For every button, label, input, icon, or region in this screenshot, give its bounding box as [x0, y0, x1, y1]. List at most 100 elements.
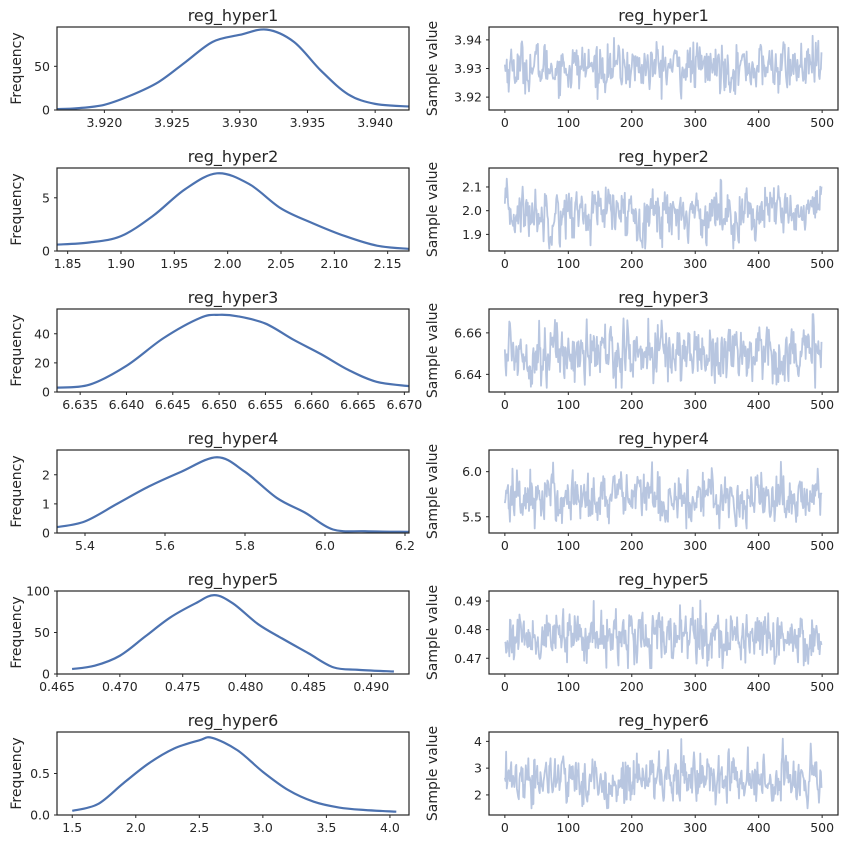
reg_hyper1-kde-panel-xtick-label: 3.925 — [154, 115, 190, 130]
reg_hyper6-trace-panel-frame — [488, 731, 839, 816]
reg_hyper1-trace-panel-trace-line — [503, 34, 823, 100]
reg_hyper3-kde-panel-ylabel: Frequency — [9, 314, 25, 386]
reg_hyper2-kde-panel-xtick-label: 2.10 — [320, 256, 348, 271]
reg_hyper2-trace-panel-xtick-label: 300 — [683, 256, 707, 271]
reg_hyper6-trace-panel-title: reg_hyper6 — [618, 711, 709, 731]
reg_hyper4-trace-panel-xtick-label: 400 — [747, 538, 771, 553]
reg_hyper5-trace-panel-ytick-label: 0.48 — [454, 622, 482, 637]
reg_hyper6-kde-panel-xtick-label: 3.5 — [316, 820, 336, 835]
reg_hyper1-trace-panel-ytick-label: 3.92 — [454, 90, 482, 105]
reg_hyper5-trace-panel-xtick-label: 100 — [556, 679, 580, 694]
reg_hyper6-kde-panel: reg_hyper6 Frequency 1.5 2.0 2.5 3.0 3.5 4.0 0.0… — [9, 711, 410, 835]
reg_hyper6-trace-panel-xtick-label: 300 — [683, 820, 707, 835]
reg_hyper2-trace-panel-xtick-label: 0 — [501, 256, 509, 271]
reg_hyper3-trace-panel-xtick-label: 200 — [620, 397, 644, 412]
reg_hyper4-trace-panel-xtick-label: 200 — [620, 538, 644, 553]
reg_hyper6-trace-panel-xtick-label: 0 — [501, 820, 509, 835]
reg_hyper4-kde-panel-ytick-label: 0 — [42, 526, 50, 541]
reg_hyper1-kde-panel-xtick-label: 3.930 — [222, 115, 258, 130]
reg_hyper2-trace-panel: reg_hyper2 Sample value 0 100 200 300 400 500 1.… — [425, 147, 839, 271]
reg_hyper6-trace-panel-xtick-label: 100 — [556, 820, 580, 835]
reg_hyper4-kde-panel-xtick-label: 6.0 — [315, 538, 335, 553]
reg_hyper3-trace-panel-ytick-label: 6.66 — [454, 325, 482, 340]
reg_hyper5-kde-panel-ytick-label: 100 — [26, 584, 50, 599]
reg_hyper1-trace-panel-xtick-label: 100 — [556, 115, 580, 130]
reg_hyper6-kde-panel-xtick-label: 2.0 — [126, 820, 146, 835]
reg_hyper3-trace-panel-trace-line — [503, 313, 823, 389]
reg_hyper5-trace-panel-xtick-label: 500 — [810, 679, 834, 694]
reg_hyper5-kde-panel-xtick-label: 0.480 — [228, 679, 264, 694]
reg_hyper6-trace-panel-xtick-label: 500 — [810, 820, 834, 835]
reg_hyper5-trace-panel-xtick-label: 400 — [747, 679, 771, 694]
reg_hyper1-kde-panel-kde-line — [57, 28, 409, 110]
reg_hyper2-kde-panel-xtick-label: 2.00 — [214, 256, 242, 271]
reg_hyper2-kde-panel-ytick-label: 0 — [42, 244, 50, 259]
reg_hyper6-trace-panel-ytick-label: 4 — [474, 734, 482, 749]
reg_hyper4-trace-panel-xtick-label: 0 — [501, 538, 509, 553]
reg_hyper5-kde-panel-xtick-label: 0.475 — [165, 679, 201, 694]
reg_hyper2-kde-panel-title: reg_hyper2 — [188, 147, 279, 167]
reg_hyper5-kde-panel-xtick-label: 0.465 — [39, 679, 75, 694]
reg_hyper2-kde-panel-xtick-label: 1.85 — [54, 256, 82, 271]
reg_hyper5-kde-panel-kde-line — [71, 594, 394, 673]
reg_hyper3-kde-panel-xtick-label: 6.635 — [62, 397, 98, 412]
reg_hyper2-kde-panel-frame — [56, 167, 410, 252]
reg_hyper2-trace-panel-ytick-label: 2.0 — [462, 203, 482, 218]
reg_hyper5-trace-panel-title: reg_hyper5 — [618, 570, 709, 590]
reg_hyper6-trace-panel-ytick-label: 3 — [474, 761, 482, 776]
reg_hyper2-trace-panel-ylabel: Sample value — [425, 162, 441, 257]
reg_hyper6-kde-panel-frame — [56, 731, 410, 816]
reg_hyper1-trace-panel-xtick-label: 0 — [501, 115, 509, 130]
reg_hyper3-kde-panel-ytick-label: 0 — [42, 385, 50, 400]
reg_hyper2-kde-panel-xtick-label: 2.15 — [374, 256, 402, 271]
reg_hyper5-trace-panel-xtick-label: 200 — [620, 679, 644, 694]
reg_hyper6-kde-panel-xtick-label: 2.5 — [189, 820, 209, 835]
reg_hyper4-kde-panel-xtick-label: 5.6 — [155, 538, 175, 553]
reg_hyper3-trace-panel-xtick-label: 0 — [501, 397, 509, 412]
reg_hyper3-trace-panel-frame — [488, 308, 839, 393]
reg_hyper6-kde-panel-xtick-label: 4.0 — [380, 820, 400, 835]
reg_hyper3-kde-panel: reg_hyper3 Frequency 6.635 6.640 6.645 6.650 6… — [9, 288, 422, 412]
reg_hyper2-kde-panel-ytick-label: 5 — [42, 190, 50, 205]
reg_hyper4-kde-panel-xtick-label: 5.4 — [75, 538, 95, 553]
reg_hyper3-trace-panel-ytick-label: 6.64 — [454, 367, 482, 382]
reg_hyper2-kde-panel-xtick-label: 1.90 — [107, 256, 135, 271]
reg_hyper5-kde-panel-frame — [56, 590, 410, 675]
reg_hyper1-trace-panel-ylabel: Sample value — [425, 21, 441, 116]
reg_hyper2-trace-panel-xtick-label: 500 — [810, 256, 834, 271]
reg_hyper5-kde-panel-ytick-label: 0 — [42, 667, 50, 682]
reg_hyper6-kde-panel-xtick-label: 1.5 — [62, 820, 82, 835]
reg_hyper6-trace-panel-xtick-label: 200 — [620, 820, 644, 835]
reg_hyper6-trace-panel-xtick-label: 400 — [747, 820, 771, 835]
reg_hyper6-kde-panel-ytick-label: 0.0 — [30, 808, 50, 823]
reg_hyper1-trace-panel-title: reg_hyper1 — [618, 6, 709, 26]
reg_hyper1-kde-panel-xtick-label: 3.940 — [357, 115, 393, 130]
reg_hyper1-trace-panel-xtick-label: 300 — [683, 115, 707, 130]
reg_hyper5-kde-panel-xtick-label: 0.490 — [353, 679, 389, 694]
reg_hyper4-kde-panel: reg_hyper4 Frequency 5.4 5.6 5.8 6.0 6.2 0 1 2 — [9, 429, 415, 553]
reg_hyper4-kde-panel-ytick-label: 2 — [42, 467, 50, 482]
reg_hyper3-kde-panel-xtick-label: 6.645 — [155, 397, 191, 412]
reg_hyper3-kde-panel-xtick-label: 6.670 — [386, 397, 422, 412]
reg_hyper2-trace-panel-title: reg_hyper2 — [618, 147, 709, 167]
reg_hyper2-trace-panel-xtick-label: 100 — [556, 256, 580, 271]
reg_hyper6-kde-panel-kde-line — [71, 736, 397, 813]
reg_hyper4-kde-panel-xtick-label: 6.2 — [395, 538, 415, 553]
reg_hyper3-kde-panel-title: reg_hyper3 — [188, 288, 279, 308]
reg_hyper6-kde-panel-xtick-label: 3.0 — [253, 820, 273, 835]
reg_hyper3-trace-panel-title: reg_hyper3 — [618, 288, 709, 308]
reg_hyper2-trace-panel-ytick-label: 1.9 — [462, 227, 482, 242]
reg_hyper1-trace-panel-ytick-label: 3.94 — [454, 32, 482, 47]
reg_hyper6-trace-panel-ylabel: Sample value — [425, 726, 441, 821]
reg_hyper5-kde-panel: reg_hyper5 Frequency 0.465 0.470 0.475 0.480 0… — [9, 570, 410, 694]
reg_hyper4-kde-panel-kde-line — [57, 456, 409, 533]
reg_hyper4-trace-panel: reg_hyper4 Sample value 0 100 200 300 400 500 5.… — [425, 429, 839, 553]
reg_hyper3-kde-panel-xtick-label: 6.660 — [294, 397, 330, 412]
reg_hyper5-kde-panel-xtick-label: 0.470 — [102, 679, 138, 694]
reg_hyper6-kde-panel-title: reg_hyper6 — [188, 711, 279, 731]
reg_hyper1-kde-panel-ytick-label: 0 — [42, 103, 50, 118]
reg_hyper4-kde-panel-frame — [56, 449, 410, 534]
reg_hyper3-kde-panel-xtick-label: 6.665 — [340, 397, 376, 412]
reg_hyper5-kde-panel-xtick-label: 0.485 — [291, 679, 327, 694]
